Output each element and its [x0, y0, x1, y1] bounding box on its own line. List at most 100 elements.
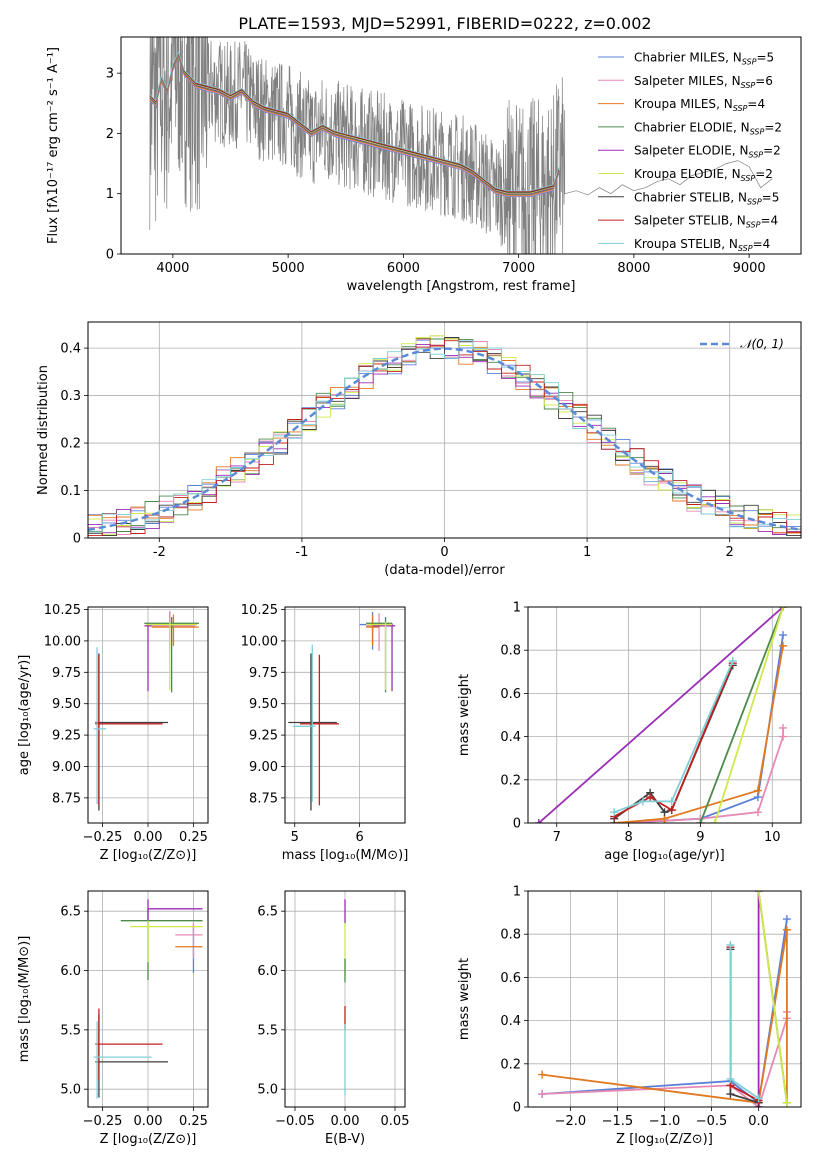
legend-nssp-prefix: N	[741, 120, 750, 134]
model-line-3	[149, 54, 560, 195]
plot-content	[534, 607, 788, 823]
legend-gaussian-label: 𝒩(0, 1)	[740, 337, 784, 351]
y-tick-label: 0.8	[500, 928, 521, 943]
weight-marker-3	[696, 819, 705, 823]
plot-weight-z: −2.0 −1.5 −1.0 −0.5 0.0 0 0.2 0.4 0.6 0.8 1 Z [log₁…	[457, 885, 802, 1147]
plot-content	[538, 891, 791, 1107]
histogram-6	[88, 337, 801, 537]
y-tick-label: 6.5	[257, 905, 278, 920]
y-tick-label: 5.5	[257, 1023, 278, 1038]
y-tick-label: 0.6	[500, 687, 521, 702]
model-line-8	[149, 50, 560, 192]
y-tick-label: 0	[513, 1101, 521, 1116]
weight-marker-5	[782, 1098, 791, 1107]
x-tick-label: −0.25	[83, 830, 123, 845]
legend-nssp-value: =6	[755, 74, 773, 88]
legend-nssp-sub: SSP	[750, 127, 765, 136]
x-tick-label: 0	[440, 545, 448, 560]
plot-mass-ebv: −0.05 0.00 0.05 5.0 5.5 6.0 6.5 E(B-V)	[257, 890, 409, 1147]
legend-nssp-sub: SSP	[733, 104, 748, 113]
y-tick-label: 1	[106, 187, 114, 202]
legend-separator: ,	[716, 97, 724, 111]
histogram-8	[88, 340, 801, 533]
x-tick-label: 2	[726, 545, 734, 560]
legend-nssp-value: =5	[762, 190, 780, 204]
y-tick-label: 0.1	[60, 484, 81, 499]
y-tick-label: 1	[513, 601, 521, 616]
x-axis-label: age [log₁₀(age/yr)]	[604, 848, 725, 863]
weight-marker-1	[779, 732, 788, 741]
y-tick-label: 0	[73, 532, 81, 547]
weight-marker-2	[753, 786, 762, 795]
y-tick-label: 5.0	[257, 1083, 278, 1098]
legend-entry-0: Chabrier MILES, NSSP=5	[634, 51, 774, 67]
x-tick-label: 6	[355, 830, 363, 845]
legend-model-name: Kroupa ELODIE	[634, 167, 724, 181]
y-tick-label: 5.0	[60, 1083, 81, 1098]
legend-nssp-value: =4	[753, 237, 771, 251]
plot-weight-age: 7 8 9 10 0 0.2 0.4 0.6 0.8 1 age [log₁₀(age/yr)] ma…	[457, 601, 802, 863]
legend-entry-1: Salpeter MILES, NSSP=6	[634, 74, 773, 90]
y-axis-label: age [log₁₀(age/yr)]	[17, 655, 32, 776]
legend-nssp-prefix: N	[724, 97, 733, 111]
legend-nssp-sub: SSP	[746, 221, 761, 230]
legend-separator: ,	[721, 237, 729, 251]
x-tick-label: 0.00	[134, 1114, 163, 1129]
y-tick-label: 0	[513, 817, 521, 832]
weight-marker-0	[782, 915, 791, 924]
plot-age-z: −0.25 0.00 0.25 8.75 9.00 9.25 9.50 9.75 10.00 10…	[17, 603, 209, 863]
x-tick-label: −1.5	[602, 1114, 634, 1129]
legend-entry-7: Salpeter STELIB, NSSP=4	[634, 214, 778, 230]
weight-marker-8	[754, 1094, 763, 1103]
legend-nssp-prefix: N	[729, 237, 738, 251]
legend-nssp-prefix: N	[732, 74, 741, 88]
legend-model-name: Chabrier ELODIE	[634, 120, 733, 134]
weight-marker-6	[726, 1090, 735, 1099]
y-tick-label: 5.5	[60, 1023, 81, 1038]
x-tick-label: 1	[583, 545, 591, 560]
y-tick-label: 0.6	[500, 971, 521, 986]
plot-content	[93, 610, 199, 811]
weight-marker-8	[726, 941, 735, 949]
legend-nssp-prefix: N	[739, 144, 748, 158]
y-tick-label: 9.75	[249, 666, 278, 681]
legend-nssp-value: =5	[756, 51, 774, 65]
y-axis-label: Flux [fλ10⁻¹⁷ erg cm⁻² s⁻¹ A⁻¹]	[46, 47, 61, 244]
x-axis-label: wavelength [Angstrom, rest frame]	[347, 279, 576, 294]
y-tick-label: 9.25	[249, 729, 278, 744]
y-tick-label: 10.25	[44, 603, 81, 618]
legend-nssp-value: =2	[755, 167, 773, 181]
y-tick-label: 0.2	[500, 773, 521, 788]
legend-entry-5: Kroupa ELODIE, NSSP=2	[634, 167, 773, 183]
legend-entry-2: Kroupa MILES, NSSP=4	[634, 97, 765, 113]
y-tick-label: 0.2	[500, 1057, 521, 1072]
x-tick-label: 4000	[156, 261, 189, 276]
legend-nssp-value: =4	[760, 214, 778, 228]
legend-entry-6: Chabrier STELIB, NSSP=5	[634, 190, 779, 206]
x-tick-label: 9	[696, 830, 704, 845]
y-tick-label: 0	[106, 248, 114, 263]
y-tick-label: 9.00	[52, 760, 81, 775]
legend-model-name: Kroupa STELIB	[634, 237, 721, 251]
legend-model-name: Kroupa MILES	[634, 97, 716, 111]
plot-content	[149, 37, 773, 254]
weight-marker-2	[538, 1070, 547, 1079]
legend-nssp-value: =2	[763, 144, 781, 158]
weight-marker-2	[779, 641, 788, 650]
x-tick-label: −0.25	[83, 1114, 123, 1129]
weight-marker-0	[779, 631, 788, 640]
legend-nssp-prefix: N	[737, 214, 746, 228]
legend-nssp-sub: SSP	[741, 81, 756, 90]
axes-frame	[527, 606, 802, 824]
x-axis-label: Z [log₁₀(Z/Z⊙)]	[100, 1132, 197, 1147]
weight-marker-5	[754, 891, 763, 895]
x-axis-label: (data-model)/error	[384, 563, 505, 578]
legend-nssp-prefix: N	[732, 167, 741, 181]
legend-nssp-value: =4	[747, 97, 765, 111]
weight-series-7	[729, 947, 760, 1102]
legend-nssp-sub: SSP	[747, 197, 762, 206]
y-tick-label: 0.4	[60, 342, 81, 357]
legend-model-name: Salpeter STELIB	[634, 214, 729, 228]
x-tick-label: 9000	[733, 261, 766, 276]
